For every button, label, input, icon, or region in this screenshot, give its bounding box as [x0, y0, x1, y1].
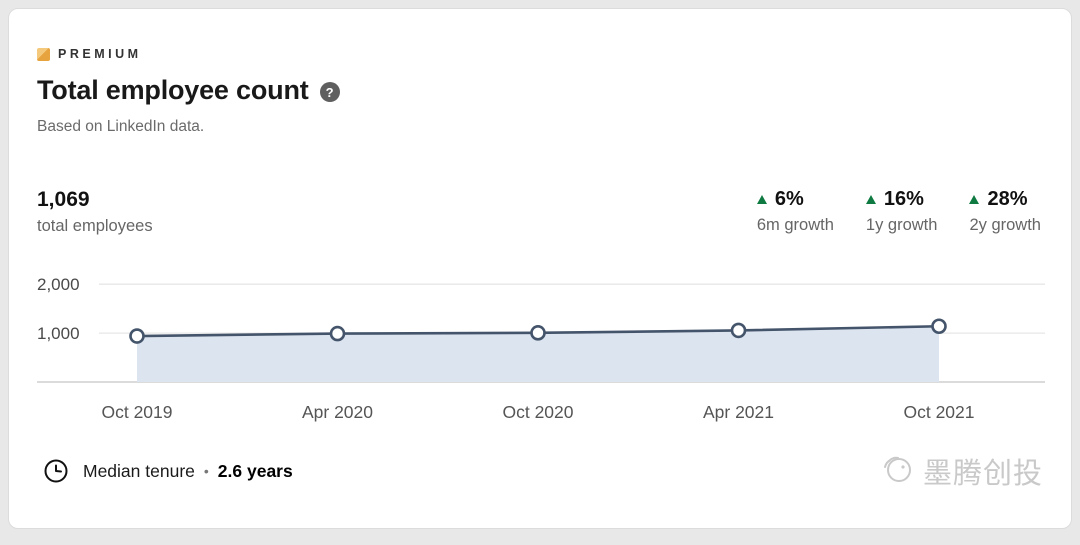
growth-1y: 16% 1y growth — [865, 188, 938, 235]
watermark-logo-icon — [880, 451, 916, 492]
svg-text:Oct 2020: Oct 2020 — [502, 402, 573, 422]
employee-count-card: PREMIUM Total employee count ? Based on … — [8, 8, 1072, 529]
growth-2y: 28% 2y growth — [969, 188, 1041, 235]
svg-text:Oct 2021: Oct 2021 — [903, 402, 974, 422]
employee-count-chart: 2,000 1,000 Oct 2019 Apr 2020 Oct 2020 Apr 20… — [37, 270, 1045, 430]
help-icon[interactable]: ? — [319, 82, 340, 102]
growth-2y-label: 2y growth — [969, 216, 1041, 234]
growth-6m-label: 6m growth — [756, 216, 834, 234]
subtitle: Based on LinkedIn data. — [37, 118, 205, 135]
watermark: 墨腾创投 — [880, 450, 1043, 492]
growth-1y-value: 16% — [883, 188, 924, 210]
stats-row: 1,069 total employees 6% 6m growth 16% 1… — [37, 188, 1043, 236]
svg-text:1,000: 1,000 — [37, 324, 80, 343]
growth-blocks: 6% 6m growth 16% 1y growth 28% 2y growth — [756, 188, 1043, 235]
total-employees-label: total employees — [37, 217, 153, 235]
svg-text:Apr 2021: Apr 2021 — [703, 402, 774, 422]
up-triangle-icon — [969, 195, 980, 204]
svg-text:2,000: 2,000 — [37, 275, 80, 294]
up-triangle-icon — [756, 195, 767, 204]
up-triangle-icon — [865, 195, 876, 204]
separator-dot: • — [203, 463, 209, 479]
total-employees-value: 1,069 — [37, 188, 90, 211]
growth-6m: 6% 6m growth — [756, 188, 834, 235]
median-tenure-label: Median tenure — [83, 460, 195, 481]
growth-1y-label: 1y growth — [865, 216, 938, 234]
clock-icon — [43, 458, 69, 484]
total-employees-block: 1,069 total employees — [37, 188, 153, 236]
watermark-text: 墨腾创投 — [922, 458, 1043, 490]
page-title: Total employee count — [37, 75, 309, 105]
svg-text:Oct 2019: Oct 2019 — [101, 402, 172, 422]
growth-2y-value: 28% — [987, 188, 1028, 210]
premium-icon — [37, 47, 50, 61]
growth-6m-value: 6% — [774, 188, 804, 210]
svg-text:Apr 2020: Apr 2020 — [302, 402, 373, 422]
footer-row: Median tenure • 2.6 years 墨腾创投 — [37, 450, 1043, 492]
median-tenure-value: 2.6 years — [217, 460, 293, 481]
premium-badge: PREMIUM — [37, 47, 1043, 61]
premium-label: PREMIUM — [58, 47, 142, 61]
title-row: Total employee count ? — [37, 75, 1043, 106]
